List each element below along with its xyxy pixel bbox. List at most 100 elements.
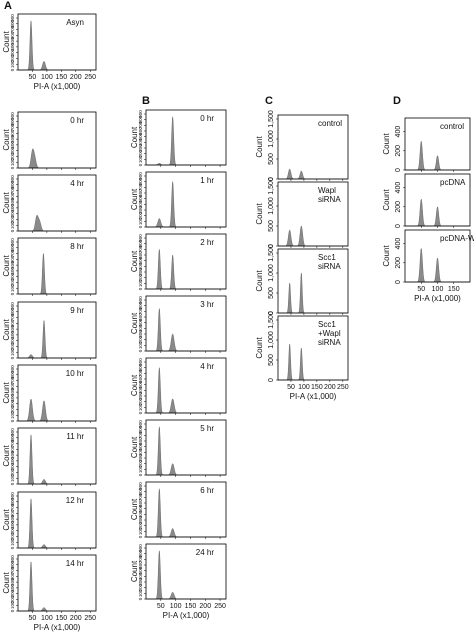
plot-label: 14 hr xyxy=(66,559,85,568)
y-tick-label: 600 xyxy=(138,375,143,383)
plot-frame xyxy=(145,357,227,414)
y-tick-label: 500 xyxy=(138,380,143,388)
y-axis-label: Count xyxy=(2,129,11,151)
y-tick-label: 500 xyxy=(10,515,15,523)
histogram xyxy=(278,225,348,247)
plot-label: 11 hr xyxy=(66,432,84,441)
y-tick-label: 500 xyxy=(138,566,143,574)
y-tick-label: 900 xyxy=(10,492,15,500)
histogram xyxy=(18,252,96,295)
plot-label: pcDNA-Wapl xyxy=(440,234,474,243)
plot-label: 1 hr xyxy=(200,176,214,185)
y-tick-label: 700 xyxy=(138,183,143,191)
y-tick-label: 900 xyxy=(138,358,143,366)
y-tick-label: 800 xyxy=(138,301,143,309)
y-tick-label: 0 xyxy=(138,473,143,476)
y-tick-label: 0 xyxy=(138,287,143,290)
panel-letter: D xyxy=(393,95,401,107)
y-axis-label: Count xyxy=(130,126,139,148)
y-tick-label: 600 xyxy=(138,437,143,445)
x-tick-label: 200 xyxy=(70,74,82,81)
y-tick-label: 800 xyxy=(138,363,143,371)
y-axis-label: Count xyxy=(2,255,11,277)
y-tick-label: 900 xyxy=(138,296,143,304)
x-tick-label: 50 xyxy=(29,615,37,622)
y-tick-label: 500 xyxy=(10,451,15,459)
plot-frame xyxy=(145,109,227,166)
histogram xyxy=(146,248,226,290)
histogram xyxy=(146,426,226,476)
plot-frame xyxy=(277,248,349,314)
histogram xyxy=(146,550,226,600)
plot-label: control xyxy=(440,122,464,131)
y-tick-label: 600 xyxy=(138,313,143,321)
y-tick-label: 200 xyxy=(10,468,15,476)
plot-frame xyxy=(145,543,227,600)
plot-frame xyxy=(17,427,97,485)
y-tick-label: 0 xyxy=(395,224,402,228)
y-tick-label: 300 xyxy=(10,526,15,534)
y-tick-label: 0 xyxy=(268,177,275,181)
y-tick-label: 100 xyxy=(10,411,15,419)
y-tick-label: 500 xyxy=(10,261,15,269)
y-tick-label: 800 xyxy=(10,498,15,506)
y-tick-label: 400 xyxy=(138,200,143,208)
y-tick-label: 600 xyxy=(138,127,143,135)
y-axis-label: Count xyxy=(130,560,139,582)
y-tick-label: 1,500 xyxy=(268,110,275,128)
x-tick-label: 150 xyxy=(55,615,67,622)
y-tick-label: 900 xyxy=(10,175,15,183)
histogram xyxy=(278,343,348,381)
histogram xyxy=(405,198,470,227)
plot-label: 3 hr xyxy=(200,300,214,309)
plot-label: 0 hr xyxy=(200,114,214,123)
y-tick-label: 0 xyxy=(268,244,275,248)
y-axis-label: Count xyxy=(130,250,139,272)
y-tick-label: 800 xyxy=(138,177,143,185)
y-tick-label: 700 xyxy=(10,313,15,321)
y-tick-label: 500 xyxy=(268,354,275,366)
y-tick-label: 300 xyxy=(10,48,15,56)
y-axis-label: Count xyxy=(255,203,264,225)
y-tick-label: 300 xyxy=(10,462,15,470)
y-tick-label: 0 xyxy=(395,280,402,284)
y-tick-label: 800 xyxy=(10,244,15,252)
y-tick-label: 500 xyxy=(10,135,15,143)
y-tick-label: 400 xyxy=(10,204,15,212)
y-tick-label: 700 xyxy=(10,123,15,131)
y-tick-label: 800 xyxy=(10,118,15,126)
histogram xyxy=(278,272,348,314)
histogram xyxy=(405,247,470,283)
y-tick-label: 400 xyxy=(138,510,143,518)
plot-label: 12 hr xyxy=(66,496,85,505)
y-tick-label: 0 xyxy=(395,168,402,172)
y-tick-label: 200 xyxy=(138,583,143,591)
y-tick-label: 500 xyxy=(138,256,143,264)
y-tick-label: 800 xyxy=(10,308,15,316)
y-axis-label: Count xyxy=(130,374,139,396)
histogram xyxy=(18,20,96,71)
y-tick-label: 900 xyxy=(138,420,143,428)
plot-frame xyxy=(17,554,97,612)
plot-label: 24 hr xyxy=(196,548,215,557)
plot-label: 0 hr xyxy=(70,116,84,125)
plot-frame xyxy=(277,181,349,247)
y-tick-label: 0 xyxy=(10,68,15,71)
y-tick-label: 100 xyxy=(138,465,143,473)
plot-frame xyxy=(145,233,227,290)
y-tick-label: 100 xyxy=(138,155,143,163)
y-tick-label: 200 xyxy=(10,532,15,540)
y-tick-label: 500 xyxy=(138,194,143,202)
panel-letter: A xyxy=(4,0,12,12)
histogram xyxy=(18,214,96,232)
x-tick-label: 200 xyxy=(324,384,336,391)
y-tick-label: 400 xyxy=(10,331,15,339)
y-tick-label: 900 xyxy=(10,302,15,310)
y-tick-label: 500 xyxy=(138,504,143,512)
y-tick-label: 0 xyxy=(138,597,143,600)
y-tick-label: 400 xyxy=(395,238,402,250)
y-tick-label: 200 xyxy=(138,211,143,219)
plot-label: Asyn xyxy=(66,18,84,27)
y-tick-label: 700 xyxy=(138,493,143,501)
x-tick-label: 250 xyxy=(84,615,96,622)
